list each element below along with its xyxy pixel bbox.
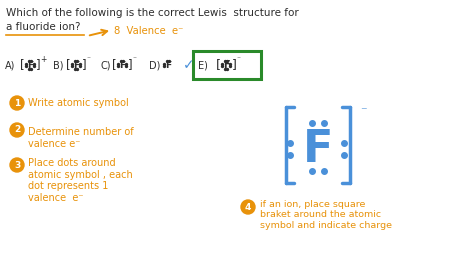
Text: Place dots around
atomic symbol , each
dot represents 1
valence  e⁻: Place dots around atomic symbol , each d… [28, 158, 133, 203]
Text: D): D) [149, 60, 160, 70]
Text: F: F [73, 60, 79, 69]
Text: a fluoride ion?: a fluoride ion? [6, 22, 81, 32]
Text: F: F [27, 60, 33, 69]
Text: ⁻: ⁻ [132, 55, 136, 64]
Text: if an ion, place square
braket around the atomic
symbol and indicate charge: if an ion, place square braket around th… [260, 200, 392, 230]
Text: ✓: ✓ [183, 58, 195, 72]
Text: F: F [223, 60, 229, 70]
Circle shape [10, 123, 24, 137]
Text: [: [ [20, 59, 24, 72]
Text: F: F [119, 60, 125, 69]
Circle shape [10, 96, 24, 110]
Text: B): B) [53, 60, 64, 70]
Text: ⁻: ⁻ [236, 55, 240, 64]
Text: +: + [40, 55, 46, 64]
Text: E): E) [198, 60, 208, 70]
Text: 3: 3 [14, 160, 20, 169]
Text: Write atomic symbol: Write atomic symbol [28, 98, 129, 108]
Text: F: F [165, 60, 171, 69]
Bar [193, 51, 261, 79]
Text: [: [ [216, 59, 220, 72]
Text: C): C) [101, 60, 111, 70]
Circle shape [241, 200, 255, 214]
Circle shape [10, 158, 24, 172]
Text: Which of the following is the correct Lewis  structure for: Which of the following is the correct Le… [6, 8, 299, 18]
Text: 8  Valence  e⁻: 8 Valence e⁻ [114, 26, 183, 36]
Text: [: [ [112, 59, 116, 72]
Text: A): A) [5, 60, 15, 70]
Text: ]: ] [128, 59, 132, 72]
Text: ⁻: ⁻ [86, 55, 90, 64]
Text: ]: ] [82, 59, 86, 72]
Text: 2: 2 [14, 126, 20, 135]
Text: ⁻: ⁻ [360, 105, 366, 118]
Text: ]: ] [36, 59, 40, 72]
Text: Determine number of
valence e⁻: Determine number of valence e⁻ [28, 127, 134, 149]
Text: F: F [303, 127, 333, 171]
Text: 1: 1 [14, 98, 20, 107]
Text: 4: 4 [245, 202, 251, 211]
Text: [: [ [66, 59, 70, 72]
Text: ]: ] [232, 59, 237, 72]
